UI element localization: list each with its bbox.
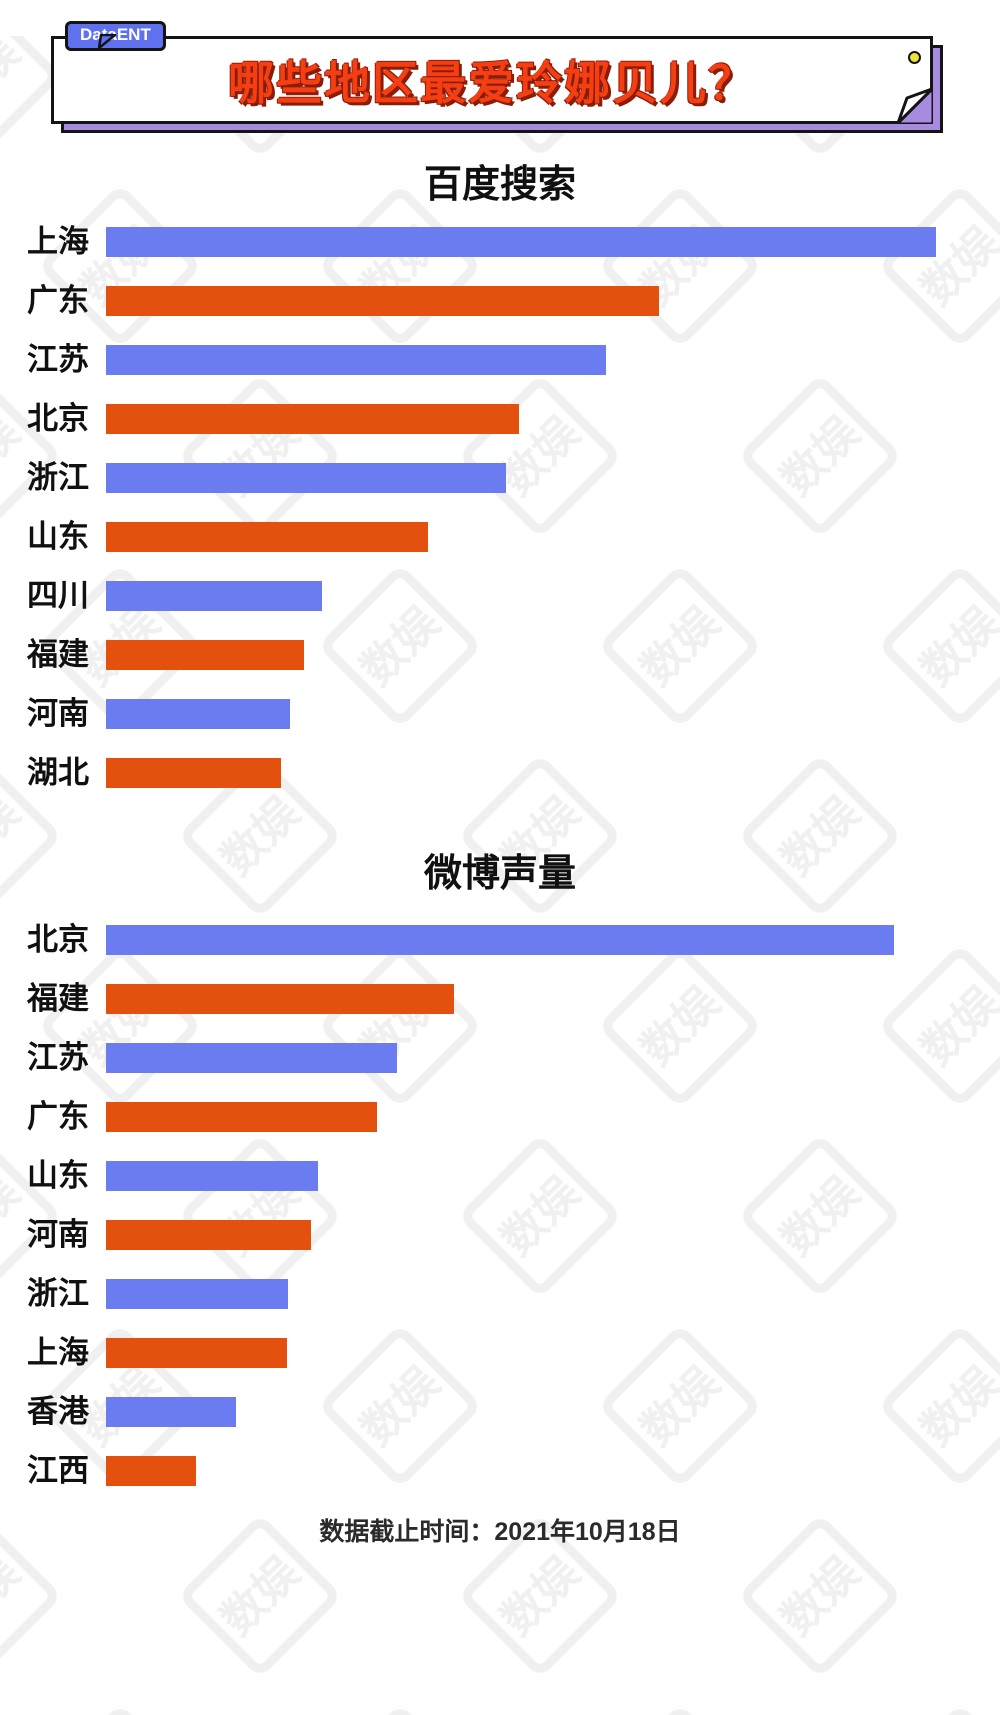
region-bar [106, 1397, 237, 1427]
chart-row: 浙江 [0, 460, 1000, 495]
chart-row: 江西 [0, 1453, 1000, 1488]
region-bar [106, 1043, 397, 1073]
bar-track [106, 463, 936, 493]
region-bar [106, 1279, 289, 1309]
region-bar [106, 1102, 378, 1132]
infographic: 哪些地区最爱玲娜贝儿？ DataENT 百度搜索 上海 广东 江苏 [0, 21, 1000, 1548]
chart-row: 北京 [0, 922, 1000, 957]
region-label: 山东 [27, 519, 89, 554]
svg-text:数娱: 数娱 [492, 1548, 589, 1645]
bar-track [106, 581, 936, 611]
region-bar [106, 1220, 311, 1250]
region-bar [106, 925, 894, 955]
bar-track [106, 1102, 894, 1132]
chart-row: 上海 [0, 224, 1000, 259]
speech-bubble-tail-icon [98, 34, 117, 49]
region-bar [106, 404, 520, 434]
region-label: 广东 [27, 283, 89, 318]
region-bar [106, 758, 282, 788]
chart-row: 广东 [0, 1099, 1000, 1134]
region-label: 河南 [27, 1217, 89, 1252]
bar-track [106, 1456, 894, 1486]
chart-row: 河南 [0, 696, 1000, 731]
bar-track [106, 1397, 894, 1427]
svg-text:数娱: 数娱 [772, 1548, 869, 1645]
chart-baidu-search: 百度搜索 上海 广东 江苏 北京 浙江 山东 [0, 162, 1000, 788]
region-bar [106, 1161, 318, 1191]
svg-text:数娱: 数娱 [0, 1548, 29, 1645]
chart-row: 江苏 [0, 342, 1000, 377]
bar-track [106, 1279, 894, 1309]
bar-track [106, 984, 894, 1014]
chart-row: 广东 [0, 283, 1000, 318]
page-title: 哪些地区最爱玲娜贝儿？ [228, 57, 756, 109]
bar-track [106, 286, 936, 316]
chart-row: 山东 [0, 519, 1000, 554]
region-label: 北京 [27, 922, 89, 957]
region-label: 香港 [27, 1394, 89, 1429]
rows: 上海 广东 江苏 北京 浙江 山东 四川 [0, 224, 1000, 790]
region-label: 上海 [27, 1335, 89, 1370]
bar-track [106, 925, 894, 955]
region-label: 福建 [27, 637, 89, 672]
chart-title: 百度搜索 [423, 164, 576, 206]
chart-row: 香港 [0, 1394, 1000, 1429]
region-label: 河南 [27, 696, 89, 731]
chart-row: 湖北 [0, 755, 1000, 790]
bar-track [106, 1220, 894, 1250]
chart-row: 四川 [0, 578, 1000, 613]
region-bar [106, 522, 429, 552]
region-bar [106, 345, 606, 375]
bar-track [106, 227, 936, 257]
bar-track [106, 699, 936, 729]
region-bar [106, 699, 291, 729]
bar-track [106, 1043, 894, 1073]
bar-track [106, 640, 936, 670]
region-label: 浙江 [27, 1276, 89, 1311]
chart-weibo-volume: 微博声量 北京 福建 江苏 广东 山东 河南 [0, 851, 1000, 1486]
bar-track [106, 1161, 894, 1191]
chart-row: 福建 [0, 981, 1000, 1016]
region-label: 广东 [27, 1099, 89, 1134]
bar-track [106, 758, 936, 788]
region-label: 山东 [27, 1158, 89, 1193]
region-bar [106, 286, 659, 316]
region-bar [106, 463, 507, 493]
region-label: 江苏 [27, 1040, 89, 1075]
region-bar [106, 1456, 196, 1486]
chart-row: 上海 [0, 1335, 1000, 1370]
region-label: 北京 [27, 401, 89, 436]
region-bar [106, 227, 936, 257]
chart-row: 江苏 [0, 1040, 1000, 1075]
chart-row: 河南 [0, 1217, 1000, 1252]
region-bar [106, 984, 455, 1014]
page-curl-icon [897, 88, 933, 124]
chart-row: 福建 [0, 637, 1000, 672]
region-label: 江西 [27, 1453, 89, 1488]
chart-row: 北京 [0, 401, 1000, 436]
header-card: 哪些地区最爱玲娜贝儿？ [51, 36, 933, 124]
bar-track [106, 404, 936, 434]
header: 哪些地区最爱玲娜贝儿？ DataENT [51, 21, 943, 133]
brand-badge: DataENT [65, 21, 166, 51]
region-bar [106, 640, 305, 670]
rows: 北京 福建 江苏 广东 山东 河南 浙江 [0, 922, 1000, 1488]
bar-track [106, 1338, 894, 1368]
bar-track [106, 522, 936, 552]
region-label: 四川 [27, 578, 89, 613]
region-label: 浙江 [27, 460, 89, 495]
chart-title: 微博声量 [423, 853, 576, 895]
region-label: 福建 [27, 981, 89, 1016]
region-label: 江苏 [27, 342, 89, 377]
region-bar [106, 581, 322, 611]
svg-text:数娱: 数娱 [212, 1548, 309, 1645]
yellow-dot-decoration [908, 51, 921, 64]
data-cutoff-note: 数据截止时间：2021年10月18日 [319, 1518, 681, 1546]
bar-track [106, 345, 936, 375]
chart-row: 浙江 [0, 1276, 1000, 1311]
region-bar [106, 1338, 288, 1368]
region-label: 上海 [27, 224, 89, 259]
chart-row: 山东 [0, 1158, 1000, 1193]
region-label: 湖北 [27, 755, 89, 790]
